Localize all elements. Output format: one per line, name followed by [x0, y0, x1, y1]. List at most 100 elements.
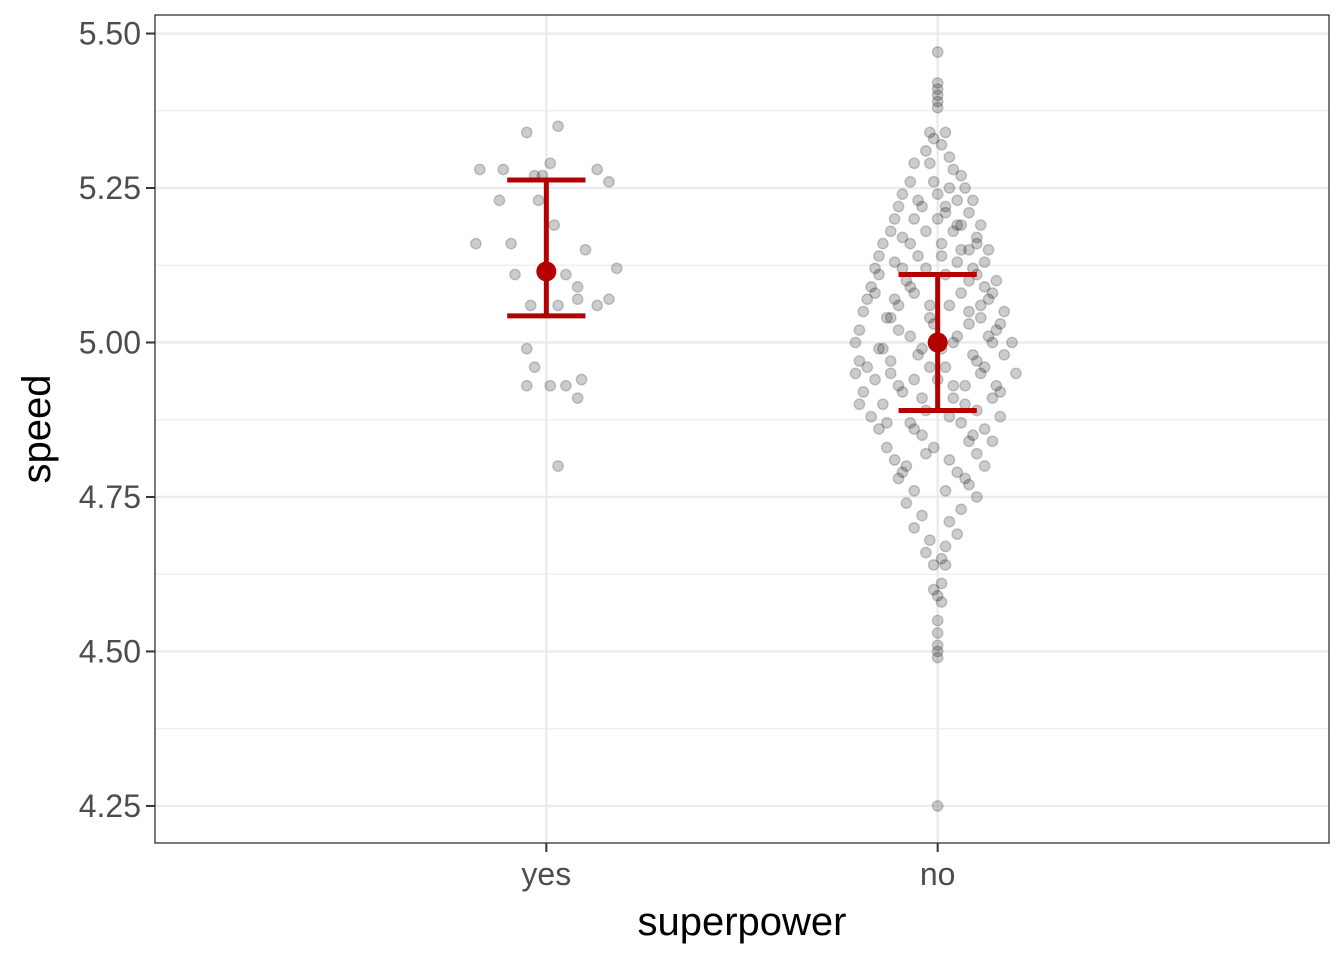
data-point	[951, 330, 964, 343]
data-point	[959, 398, 971, 411]
data-point	[857, 386, 870, 398]
data-point	[986, 336, 999, 349]
data-point	[986, 435, 999, 448]
data-point	[927, 441, 940, 454]
data-point	[916, 509, 928, 522]
data-point	[908, 287, 921, 299]
data-point	[966, 262, 979, 275]
data-point	[571, 392, 584, 405]
data-point	[552, 120, 564, 133]
data-point	[888, 256, 901, 269]
data-point	[998, 305, 1011, 318]
data-point	[931, 645, 944, 658]
data-point	[908, 423, 921, 435]
data-point	[571, 293, 584, 306]
data-point	[990, 274, 1003, 287]
data-point	[947, 392, 960, 405]
data-point	[990, 324, 1003, 337]
data-point	[916, 429, 928, 442]
data-point	[560, 379, 572, 392]
data-point	[857, 305, 870, 318]
data-point	[853, 398, 866, 411]
data-point	[908, 213, 921, 225]
data-point	[931, 46, 944, 58]
data-point	[896, 231, 909, 244]
data-point	[884, 311, 897, 324]
data-point	[869, 262, 881, 275]
data-point	[959, 379, 971, 392]
data-point	[579, 243, 592, 256]
data-point	[908, 157, 921, 170]
data-point	[986, 287, 999, 299]
data-point	[963, 435, 975, 448]
data-point	[963, 478, 975, 491]
summary-marks	[507, 177, 977, 413]
data-point	[927, 132, 940, 145]
data-point	[849, 336, 862, 349]
data-point	[896, 466, 909, 479]
data-point	[904, 416, 917, 429]
data-point	[943, 515, 956, 528]
data-point	[931, 651, 944, 664]
data-point	[920, 225, 932, 238]
data-point	[923, 311, 936, 324]
data-point	[916, 200, 928, 213]
data-point	[955, 243, 968, 256]
data-point	[986, 392, 999, 405]
data-point	[939, 206, 952, 219]
data-point	[853, 355, 866, 367]
data-point	[591, 163, 604, 176]
data-point	[861, 293, 874, 306]
data-point	[520, 126, 533, 139]
data-point	[951, 466, 964, 479]
data-point	[978, 256, 991, 269]
data-point	[876, 398, 889, 411]
x-axis-title: superpower	[637, 900, 846, 944]
data-point	[963, 305, 975, 318]
data-point	[916, 392, 928, 405]
x-tick-label: no	[920, 856, 956, 892]
data-point	[908, 373, 921, 386]
data-point	[904, 330, 917, 343]
data-point	[610, 262, 623, 275]
data-point	[469, 237, 482, 250]
data-point	[931, 213, 944, 225]
data-point	[896, 188, 909, 201]
data-point	[959, 182, 971, 194]
data-point	[951, 256, 964, 269]
data-point	[927, 583, 940, 596]
data-point	[951, 528, 964, 540]
data-point	[912, 348, 924, 361]
data-point	[591, 299, 604, 312]
data-point	[978, 423, 991, 435]
data-point	[931, 101, 944, 114]
data-point	[927, 559, 940, 571]
data-point	[892, 324, 905, 337]
data-point	[939, 361, 952, 374]
data-point	[900, 497, 913, 510]
data-point	[880, 416, 893, 429]
data-point	[509, 268, 521, 281]
data-point	[923, 126, 936, 139]
data-point	[951, 194, 964, 207]
data-point	[560, 268, 572, 281]
data-point	[603, 293, 615, 306]
data-point	[955, 416, 968, 429]
y-tick-label: 4.50	[79, 633, 141, 669]
data-point	[947, 379, 960, 392]
data-point	[912, 194, 924, 207]
data-point	[978, 280, 991, 293]
data-point	[884, 225, 897, 238]
data-point	[876, 237, 889, 250]
data-point	[970, 231, 983, 244]
x-axis: yes no	[521, 843, 955, 892]
data-point	[873, 342, 885, 355]
data-point	[920, 262, 932, 275]
data-point	[955, 503, 968, 516]
data-point	[865, 410, 878, 423]
data-point	[528, 361, 541, 374]
data-point	[931, 89, 944, 102]
data-point	[955, 169, 968, 182]
data-point	[927, 175, 940, 188]
